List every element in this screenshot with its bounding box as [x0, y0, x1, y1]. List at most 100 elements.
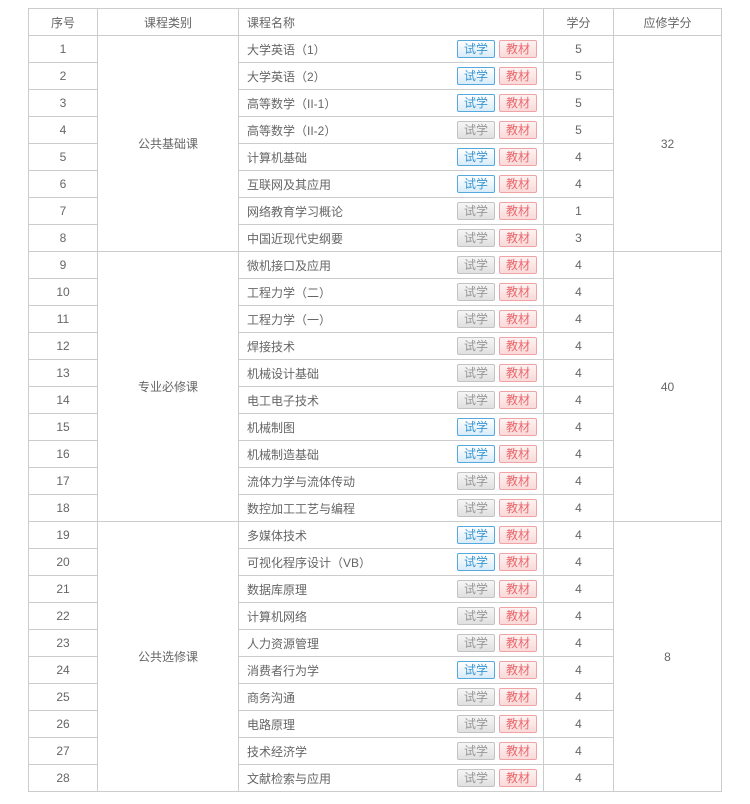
- row-number: 10: [28, 278, 98, 306]
- row-buttons: 试学 教材: [456, 283, 537, 301]
- course-name-cell: 可视化程序设计（VB） 试学 教材: [238, 548, 544, 576]
- trial-button[interactable]: 试学: [456, 769, 495, 787]
- credit-cell: 4: [543, 710, 614, 738]
- material-button[interactable]: 教材: [498, 364, 537, 382]
- trial-button[interactable]: 试学: [456, 607, 495, 625]
- material-button[interactable]: 教材: [498, 499, 537, 517]
- column-header-credit: 学分: [543, 8, 614, 36]
- material-button[interactable]: 教材: [498, 418, 537, 436]
- course-name-cell: 互联网及其应用 试学 教材: [238, 170, 544, 198]
- course-name-cell: 高等数学（II-2） 试学 教材: [238, 116, 544, 144]
- material-button[interactable]: 教材: [498, 607, 537, 625]
- row-buttons: 试学 教材: [456, 688, 537, 706]
- material-button[interactable]: 教材: [498, 580, 537, 598]
- material-button[interactable]: 教材: [498, 148, 537, 166]
- trial-button[interactable]: 试学: [456, 715, 495, 733]
- course-name: 大学英语（2）: [247, 69, 326, 84]
- material-button[interactable]: 教材: [498, 715, 537, 733]
- course-name: 多媒体技术: [247, 528, 308, 543]
- material-button[interactable]: 教材: [498, 688, 537, 706]
- material-button[interactable]: 教材: [498, 661, 537, 679]
- trial-button[interactable]: 试学: [456, 283, 495, 301]
- credit-cell: 4: [543, 764, 614, 792]
- trial-button[interactable]: 试学: [456, 40, 495, 58]
- credit-cell: 3: [543, 224, 614, 252]
- course-name: 机械制造基础: [247, 447, 320, 462]
- course-name-cell: 人力资源管理 试学 教材: [238, 629, 544, 657]
- row-number: 25: [28, 683, 98, 711]
- trial-button[interactable]: 试学: [456, 364, 495, 382]
- trial-button[interactable]: 试学: [456, 148, 495, 166]
- table-row: 1 公共基础课 大学英语（1） 试学 教材 5 32: [28, 35, 722, 252]
- course-name-cell: 数据库原理 试学 教材: [238, 575, 544, 603]
- trial-button[interactable]: 试学: [456, 580, 495, 598]
- row-buttons: 试学 教材: [456, 67, 537, 85]
- trial-button[interactable]: 试学: [456, 67, 495, 85]
- course-name-cell: 电路原理 试学 教材: [238, 710, 544, 738]
- trial-button[interactable]: 试学: [456, 634, 495, 652]
- material-button[interactable]: 教材: [498, 634, 537, 652]
- table-row: 10 工程力学（二） 试学 教材 4: [28, 278, 722, 306]
- trial-button[interactable]: 试学: [456, 229, 495, 247]
- course-name-cell: 微机接口及应用 试学 教材: [238, 251, 544, 279]
- row-buttons: 试学 教材: [456, 229, 537, 247]
- course-name: 数据库原理: [247, 582, 308, 597]
- material-button[interactable]: 教材: [498, 229, 537, 247]
- material-button[interactable]: 教材: [498, 769, 537, 787]
- material-button[interactable]: 教材: [498, 175, 537, 193]
- trial-button[interactable]: 试学: [456, 445, 495, 463]
- course-name: 机械设计基础: [247, 366, 320, 381]
- course-name: 互联网及其应用: [247, 177, 332, 192]
- trial-button[interactable]: 试学: [456, 553, 495, 571]
- material-button[interactable]: 教材: [498, 391, 537, 409]
- trial-button[interactable]: 试学: [456, 121, 495, 139]
- material-button[interactable]: 教材: [498, 310, 537, 328]
- material-button[interactable]: 教材: [498, 553, 537, 571]
- trial-button[interactable]: 试学: [456, 742, 495, 760]
- material-button[interactable]: 教材: [498, 337, 537, 355]
- row-buttons: 试学 教材: [456, 175, 537, 193]
- trial-button[interactable]: 试学: [456, 310, 495, 328]
- trial-button[interactable]: 试学: [456, 175, 495, 193]
- row-buttons: 试学 教材: [456, 472, 537, 490]
- row-number: 24: [28, 656, 98, 684]
- course-name-cell: 大学英语（2） 试学 教材: [238, 62, 544, 90]
- trial-button[interactable]: 试学: [456, 94, 495, 112]
- row-buttons: 试学 教材: [456, 40, 537, 58]
- course-name: 焊接技术: [247, 339, 296, 354]
- course-name: 网络教育学习概论: [247, 204, 344, 219]
- material-button[interactable]: 教材: [498, 121, 537, 139]
- table-row: 8 中国近现代史纲要 试学 教材 3: [28, 224, 722, 252]
- trial-button[interactable]: 试学: [456, 202, 495, 220]
- trial-button[interactable]: 试学: [456, 688, 495, 706]
- credit-cell: 5: [543, 35, 614, 63]
- material-button[interactable]: 教材: [498, 40, 537, 58]
- trial-button[interactable]: 试学: [456, 472, 495, 490]
- material-button[interactable]: 教材: [498, 67, 537, 85]
- material-button[interactable]: 教材: [498, 742, 537, 760]
- course-name: 高等数学（II-2）: [247, 123, 337, 138]
- material-button[interactable]: 教材: [498, 283, 537, 301]
- required-credits-cell: 32: [613, 35, 722, 252]
- material-button[interactable]: 教材: [498, 202, 537, 220]
- material-button[interactable]: 教材: [498, 445, 537, 463]
- material-button[interactable]: 教材: [498, 526, 537, 544]
- material-button[interactable]: 教材: [498, 256, 537, 274]
- material-button[interactable]: 教材: [498, 94, 537, 112]
- credit-cell: 4: [543, 440, 614, 468]
- trial-button[interactable]: 试学: [456, 661, 495, 679]
- row-number: 2: [28, 62, 98, 90]
- material-button[interactable]: 教材: [498, 472, 537, 490]
- row-number: 6: [28, 170, 98, 198]
- trial-button[interactable]: 试学: [456, 526, 495, 544]
- credit-cell: 4: [543, 575, 614, 603]
- row-number: 19: [28, 521, 98, 549]
- trial-button[interactable]: 试学: [456, 418, 495, 436]
- credit-cell: 4: [543, 143, 614, 171]
- trial-button[interactable]: 试学: [456, 337, 495, 355]
- trial-button[interactable]: 试学: [456, 391, 495, 409]
- row-buttons: 试学 教材: [456, 661, 537, 679]
- course-name-cell: 电工电子技术 试学 教材: [238, 386, 544, 414]
- trial-button[interactable]: 试学: [456, 256, 495, 274]
- trial-button[interactable]: 试学: [456, 499, 495, 517]
